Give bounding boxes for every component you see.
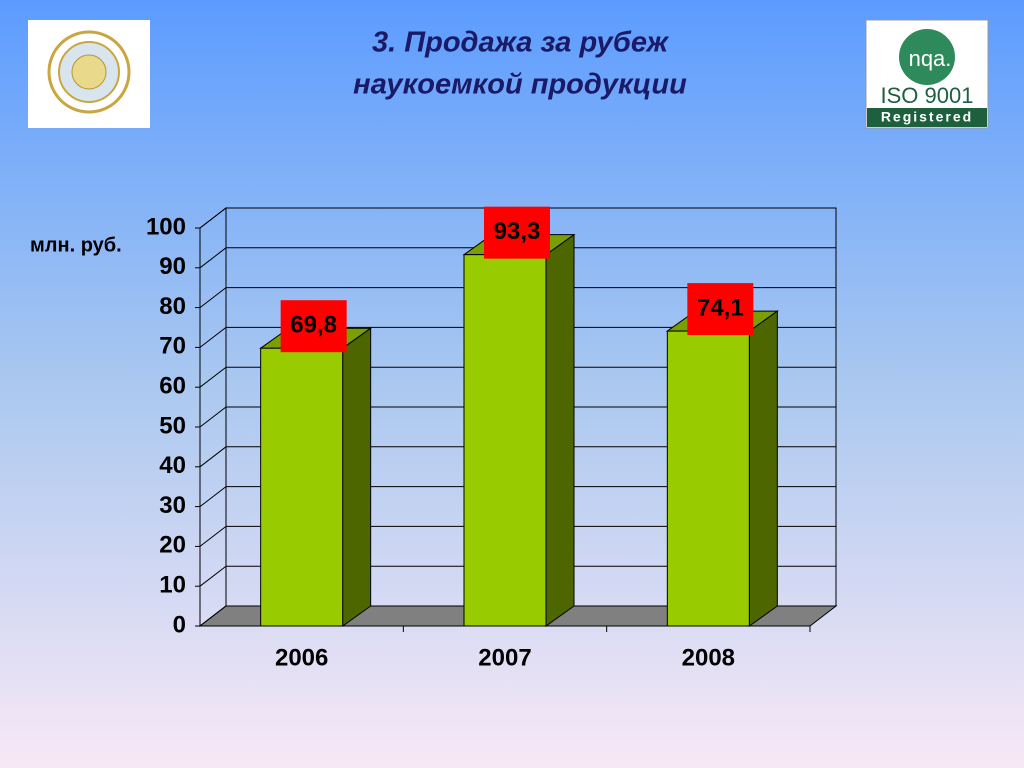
y-tick-label: 60: [159, 373, 186, 400]
bar: [463, 254, 547, 627]
y-tick-label: 100: [146, 213, 186, 240]
badge-mark: nqa.: [909, 46, 952, 71]
bar: [666, 330, 750, 627]
x-tick-label: 2007: [478, 644, 531, 671]
grid-line: [199, 565, 836, 587]
iso-logo: nqa. ISO 9001 Registered: [865, 19, 989, 129]
y-tick-label: 0: [173, 611, 186, 638]
grid-line: [199, 326, 836, 348]
value-label: 93,3: [494, 218, 541, 245]
grid-line: [199, 287, 836, 308]
value-label-box: [687, 283, 754, 336]
y-tick-label: 80: [159, 293, 186, 320]
grid-line: [199, 366, 836, 388]
x-tick-label: 2006: [275, 644, 328, 671]
badge-status: Registered: [881, 109, 973, 125]
x-tick-label: 2008: [682, 644, 735, 671]
y-tick-label: 90: [159, 253, 186, 280]
y-tick-label: 30: [159, 492, 186, 519]
y-tick-label: 10: [159, 572, 186, 599]
y-tick-label: 20: [159, 532, 186, 559]
value-label: 69,8: [290, 312, 337, 339]
grid-line: [199, 605, 836, 627]
y-tick-label: 70: [159, 333, 186, 360]
chart-title: наукоемкой продукции: [353, 69, 687, 101]
grid-line: [199, 207, 836, 229]
bar-side: [342, 327, 372, 627]
badge-standard: ISO 9001: [881, 83, 974, 108]
grid-line: [199, 525, 836, 547]
value-label: 74,1: [697, 294, 744, 321]
bar-side: [545, 233, 575, 627]
value-label-box: [280, 300, 347, 353]
value-label-box: [484, 206, 550, 259]
y-tick-label: 50: [159, 412, 186, 439]
chart-title: 3. Продажа за рубеж: [372, 27, 670, 59]
bar-side: [748, 310, 778, 627]
grid-line: [199, 247, 836, 269]
y-tick-label: 40: [159, 452, 186, 479]
bar: [260, 347, 344, 627]
grid-line: [199, 446, 836, 468]
grid-line: [199, 486, 836, 507]
university-logo: [28, 20, 150, 128]
y-axis-label: млн. руб.: [30, 234, 122, 256]
grid-line: [199, 406, 836, 428]
